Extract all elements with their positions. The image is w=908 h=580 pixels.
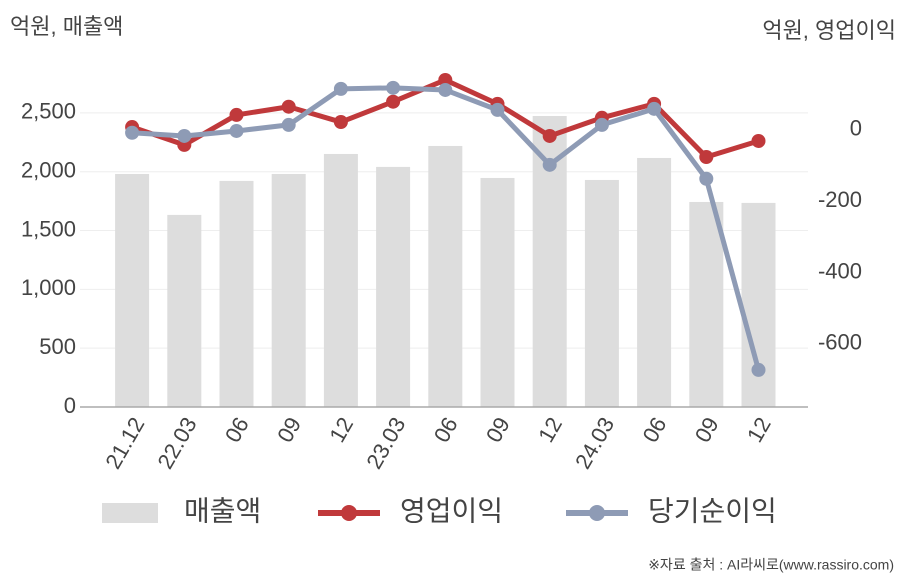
y-tick-label: 2,500 — [21, 99, 76, 124]
y2-tick-label: -600 — [818, 330, 862, 355]
point — [229, 123, 244, 138]
x-tick-label: 06 — [638, 413, 672, 447]
x-tick-label: 24.03 — [570, 413, 619, 473]
y2-tick-label: -200 — [818, 187, 862, 212]
left-axis-label: 억원, 매출액 — [10, 14, 123, 39]
legend-label: 매출액 — [184, 495, 261, 526]
x-tick-label: 23.03 — [361, 413, 410, 473]
bar — [219, 180, 254, 407]
x-tick-label: 21.12 — [100, 413, 149, 473]
point — [699, 150, 714, 165]
bar — [637, 157, 672, 407]
bar — [689, 201, 724, 407]
point — [333, 115, 348, 130]
legend-swatch — [589, 505, 605, 521]
point — [542, 157, 557, 172]
point — [751, 362, 766, 377]
bar — [376, 166, 411, 407]
x-tick-label: 09 — [690, 413, 724, 447]
bar — [271, 173, 306, 407]
y-tick-label: 2,000 — [21, 158, 76, 183]
bar — [323, 153, 358, 407]
point — [229, 107, 244, 122]
point — [333, 81, 348, 96]
point — [542, 128, 557, 143]
y-tick-label: 1,000 — [21, 275, 76, 300]
y-tick-label: 0 — [64, 393, 76, 418]
bar — [115, 173, 150, 407]
x-tick-label: 09 — [481, 413, 515, 447]
y-tick-label: 500 — [39, 334, 76, 359]
point — [281, 99, 296, 114]
legend-label: 영업이익 — [400, 495, 503, 526]
bar — [584, 179, 619, 407]
bar — [428, 145, 463, 408]
point — [490, 102, 505, 117]
x-tick-label: 12 — [324, 413, 358, 447]
point — [647, 101, 662, 116]
point — [699, 171, 714, 186]
legend-swatch — [102, 503, 158, 523]
point — [438, 72, 453, 87]
point — [438, 82, 453, 97]
y-tick-label: 1,500 — [21, 216, 76, 241]
right-axis-label: 억원, 영업이익 — [762, 18, 896, 43]
x-tick-label: 12 — [533, 413, 567, 447]
x-tick-label: 06 — [220, 413, 254, 447]
y2-tick-label: 0 — [850, 116, 862, 141]
point — [281, 117, 296, 132]
point — [125, 125, 140, 140]
point — [386, 94, 401, 109]
bar — [480, 177, 515, 407]
x-tick-label: 12 — [742, 413, 776, 447]
point — [177, 128, 192, 143]
legend-swatch — [341, 505, 357, 521]
point — [751, 133, 766, 148]
point — [594, 117, 609, 132]
x-tick-label: 09 — [272, 413, 306, 447]
legend-label: 당기순이익 — [648, 495, 777, 526]
bar — [167, 214, 202, 407]
y2-tick-label: -400 — [818, 258, 862, 283]
source: ※자료 출처 : AI라씨로(www.rassiro.com) — [648, 557, 894, 573]
point — [386, 80, 401, 95]
x-tick-label: 06 — [429, 413, 463, 447]
x-tick-label: 22.03 — [152, 413, 201, 473]
